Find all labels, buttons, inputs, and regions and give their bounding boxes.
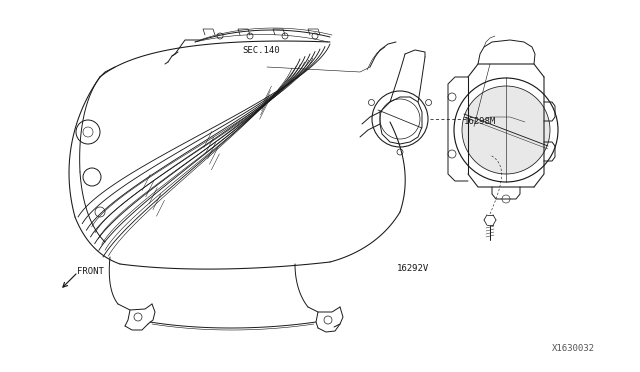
Text: SEC.140: SEC.140	[242, 46, 280, 55]
Text: FRONT: FRONT	[77, 267, 104, 276]
Text: X1630032: X1630032	[552, 344, 595, 353]
Circle shape	[462, 86, 550, 174]
Text: 16298M: 16298M	[464, 118, 496, 126]
Text: 16292V: 16292V	[397, 264, 429, 273]
